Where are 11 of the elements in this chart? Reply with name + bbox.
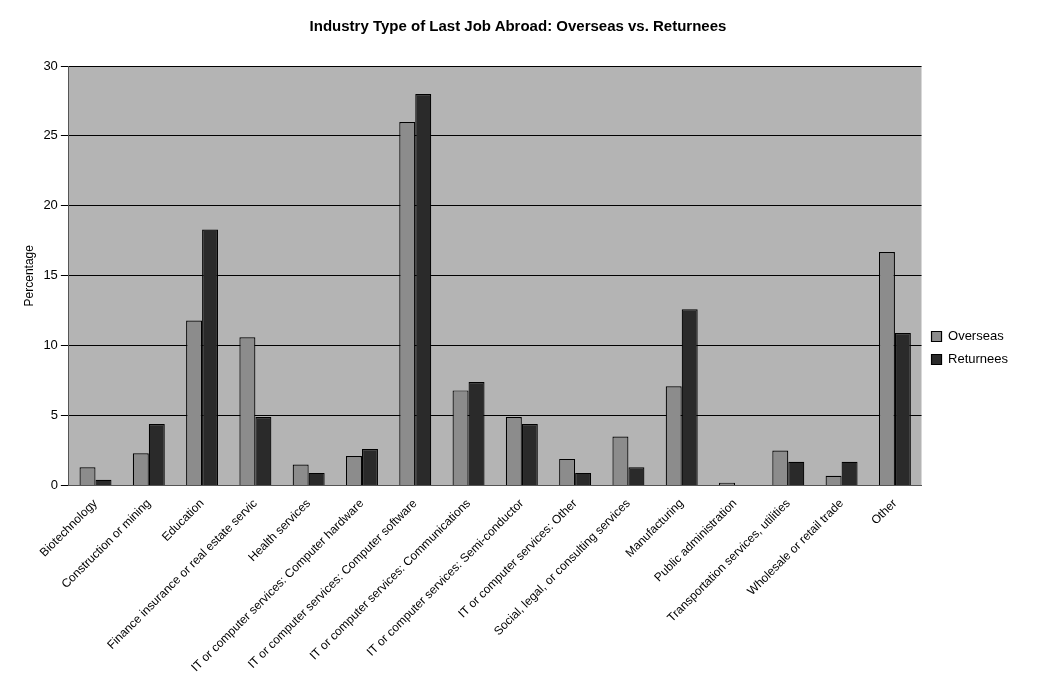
chart-title: Industry Type of Last Job Abroad: Overseas vs. Returnees — [309, 17, 727, 35]
y-axis-title: Percentage — [21, 244, 36, 307]
y-tick-label: 30 — [43, 57, 58, 73]
y-tick-label: 10 — [43, 337, 58, 353]
y-tick-label: 15 — [43, 267, 58, 283]
legend-label: Returnees — [948, 351, 1009, 367]
y-tick-label: 5 — [50, 407, 58, 423]
legend-label: Overseas — [948, 328, 1005, 344]
y-tick-label: 20 — [43, 197, 58, 213]
y-tick-label: 25 — [43, 127, 58, 143]
y-tick-label: 0 — [50, 477, 58, 493]
